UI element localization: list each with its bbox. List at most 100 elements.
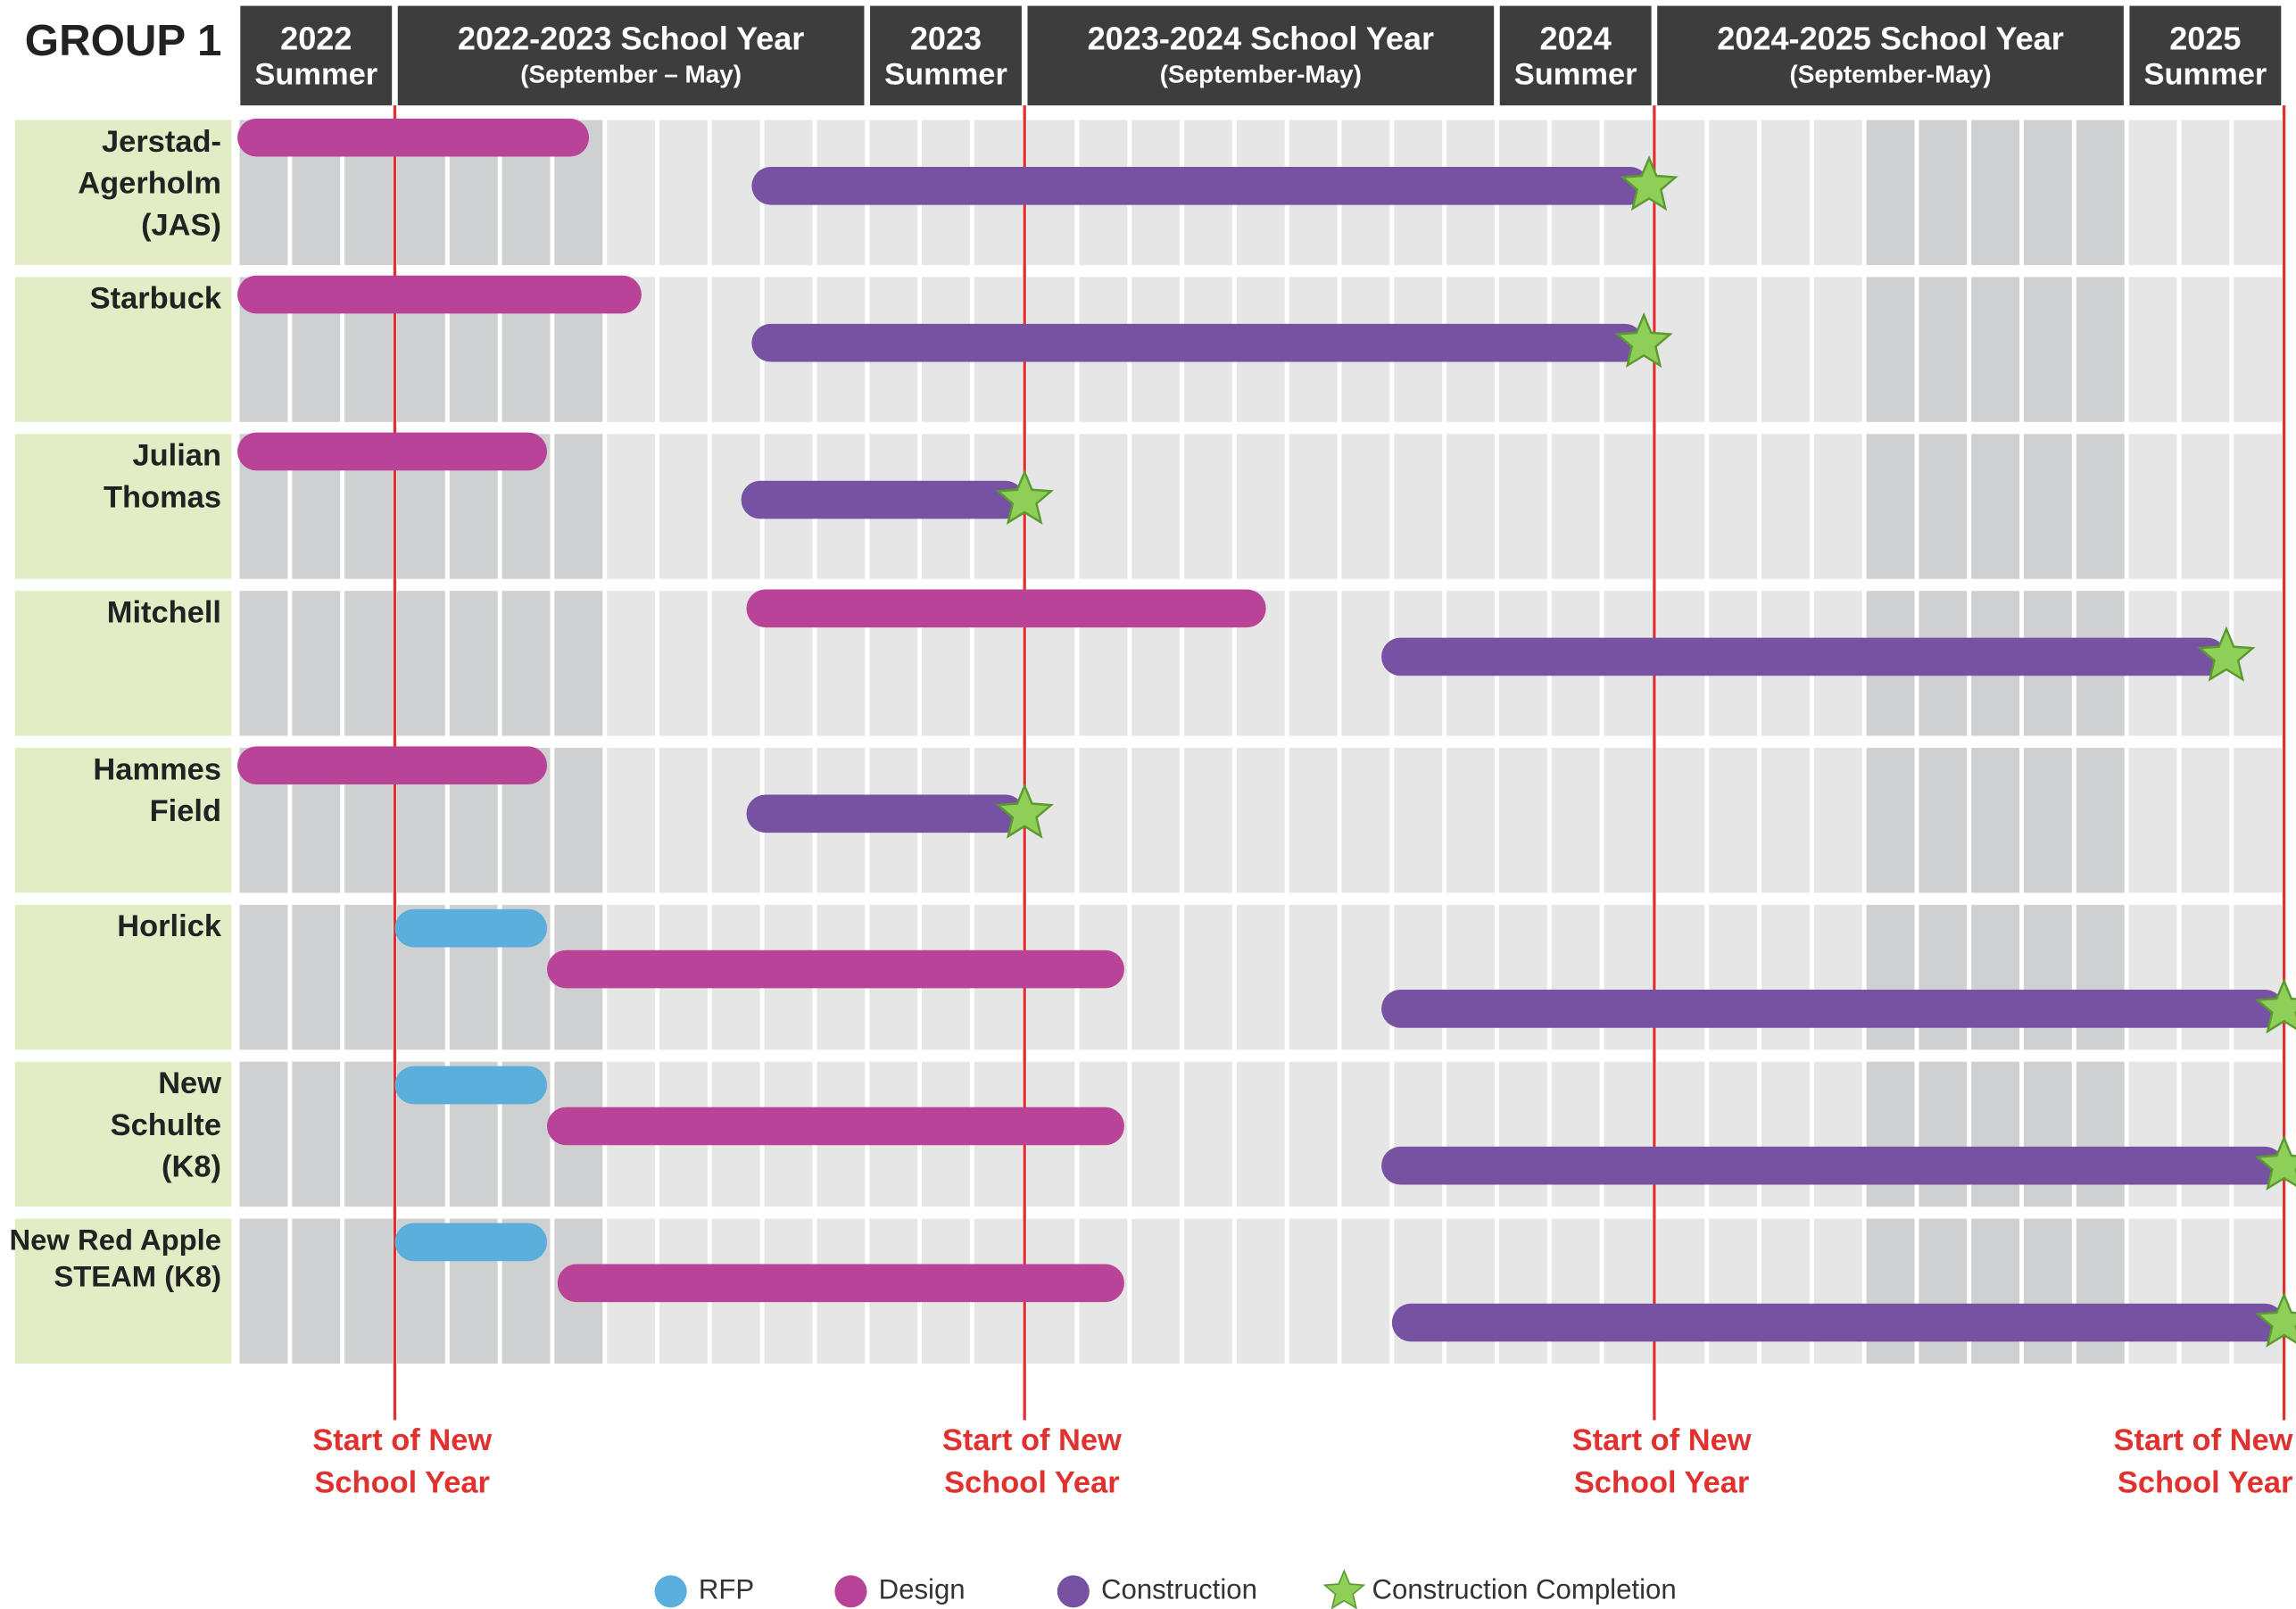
grid-cell bbox=[344, 904, 394, 1050]
grid-cell bbox=[711, 120, 760, 265]
phase-bar bbox=[394, 1066, 548, 1105]
school-year-label: Start of New bbox=[2114, 1423, 2293, 1457]
grid-cell bbox=[1971, 120, 2020, 265]
grid-cell bbox=[1971, 434, 2020, 579]
grid-cell bbox=[501, 591, 551, 736]
grid-cell bbox=[2076, 277, 2125, 422]
grid-cell bbox=[292, 904, 341, 1050]
grid-cell bbox=[1289, 591, 1338, 736]
completion-star bbox=[1620, 154, 1678, 211]
grid-cell bbox=[2234, 591, 2283, 736]
grid-cell bbox=[1813, 1061, 1862, 1207]
grid-cell bbox=[1394, 748, 1443, 893]
period-sublabel: (September-May) bbox=[1160, 61, 1362, 88]
grid-cell bbox=[1919, 904, 1968, 1050]
row-label: STEAM (K8) bbox=[54, 1260, 221, 1293]
grid-cell bbox=[344, 1061, 394, 1207]
grid-cell bbox=[1604, 434, 1653, 579]
phase-bar bbox=[1381, 990, 2284, 1028]
phase-bar bbox=[746, 794, 1025, 834]
grid-cell bbox=[1341, 1061, 1390, 1207]
grid-cell bbox=[1971, 1061, 2020, 1207]
grid-cell bbox=[1236, 1061, 1285, 1207]
grid-cell bbox=[2024, 748, 2072, 893]
grid-cell bbox=[239, 904, 288, 1050]
grid-cell bbox=[1866, 1061, 1915, 1207]
row-label: Schulte bbox=[111, 1108, 221, 1142]
grid-cell bbox=[2128, 277, 2177, 422]
row-label: Horlick bbox=[117, 909, 222, 943]
grid-cell bbox=[1551, 904, 1600, 1050]
phase-bar bbox=[1391, 1303, 2284, 1342]
completion-star bbox=[995, 783, 1054, 839]
completion-star bbox=[995, 469, 1054, 525]
grid-cell bbox=[1656, 120, 1705, 265]
grid-cell bbox=[1656, 277, 1705, 422]
grid-cell bbox=[1184, 904, 1232, 1050]
grid-cell bbox=[1131, 434, 1181, 579]
row-label: New Red Apple bbox=[9, 1223, 221, 1257]
grid-cell bbox=[1446, 434, 1496, 579]
phase-bar bbox=[237, 118, 590, 157]
row-label-cell bbox=[14, 434, 232, 579]
period-sublabel: (September-May) bbox=[1789, 61, 1991, 88]
grid-cell bbox=[1394, 434, 1443, 579]
chart-title: GROUP 1 bbox=[25, 16, 222, 65]
grid-cell bbox=[1709, 1218, 1758, 1364]
phase-bar bbox=[741, 480, 1025, 519]
grid-cell bbox=[1446, 1061, 1496, 1207]
completion-star bbox=[1614, 311, 1673, 369]
grid-cell bbox=[2234, 748, 2283, 893]
grid-cell bbox=[554, 591, 603, 736]
grid-cell bbox=[1498, 1218, 1547, 1364]
grid-cell bbox=[659, 277, 708, 422]
grid-cell bbox=[1289, 1061, 1338, 1207]
phase-bar bbox=[547, 1107, 1124, 1146]
grid-cell bbox=[1656, 434, 1705, 579]
grid-cell bbox=[659, 120, 708, 265]
grid-cell bbox=[1866, 1218, 1915, 1364]
grid-cell bbox=[1289, 904, 1338, 1050]
grid-cell bbox=[1604, 904, 1653, 1050]
row-label-cell bbox=[14, 277, 232, 422]
grid-cell bbox=[1866, 277, 1915, 422]
grid-cell bbox=[1709, 434, 1758, 579]
grid-cell bbox=[1656, 1218, 1705, 1364]
grid-cell bbox=[1813, 1218, 1862, 1364]
grid-cell bbox=[1604, 748, 1653, 893]
grid-cell bbox=[607, 434, 656, 579]
period-header bbox=[2129, 5, 2282, 106]
grid-cell bbox=[2181, 434, 2230, 579]
legend-swatch bbox=[654, 1575, 687, 1608]
grid-cell bbox=[1761, 434, 1810, 579]
grid-cell bbox=[2076, 120, 2125, 265]
grid-cell bbox=[449, 591, 498, 736]
phase-bar bbox=[557, 1264, 1124, 1303]
period-header bbox=[240, 5, 393, 106]
grid-cell bbox=[1761, 120, 1810, 265]
school-year-label: School Year bbox=[1574, 1466, 1750, 1500]
grid-cell bbox=[1551, 1061, 1600, 1207]
legend-label: RFP bbox=[699, 1574, 754, 1605]
phase-bar bbox=[237, 746, 548, 785]
grid-cell bbox=[292, 1218, 341, 1364]
grid-cell bbox=[1131, 904, 1181, 1050]
grid-cell bbox=[1971, 904, 2020, 1050]
grid-cell bbox=[1184, 434, 1232, 579]
row-label: New bbox=[158, 1066, 221, 1100]
grid-cell bbox=[1761, 1061, 1810, 1207]
period-header bbox=[1499, 5, 1652, 106]
grid-cell bbox=[396, 591, 445, 736]
legend-swatch bbox=[834, 1575, 867, 1608]
grid-cell bbox=[1289, 748, 1338, 893]
period-label: 2025 bbox=[2169, 20, 2241, 56]
grid-cell bbox=[1394, 904, 1443, 1050]
phase-bar bbox=[751, 167, 1650, 205]
grid-cell bbox=[239, 591, 288, 736]
grid-cell bbox=[1656, 1061, 1705, 1207]
grid-cell bbox=[1341, 748, 1390, 893]
grid-cell bbox=[2024, 1218, 2072, 1364]
grid-cell bbox=[554, 748, 603, 893]
grid-cell bbox=[1236, 748, 1285, 893]
